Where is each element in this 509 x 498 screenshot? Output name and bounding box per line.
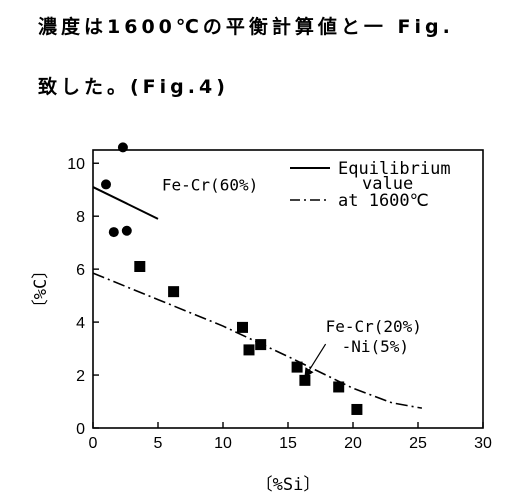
square-data-point	[351, 403, 363, 415]
x-tick-label: 15	[279, 435, 297, 452]
annotation-arrow	[304, 343, 327, 378]
square-data-point	[168, 286, 180, 298]
axis-ticks: 0 5 10 15 20 25 30 0 2 4 6 8 10	[67, 156, 492, 452]
equilibrium-lines	[92, 186, 423, 409]
square-data-point	[291, 361, 303, 373]
y-tick-label: 6	[76, 262, 85, 279]
solid-equilibrium-line	[92, 186, 159, 220]
x-axis-title: 〔%Si〕	[256, 475, 321, 495]
x-tick-label: 5	[154, 435, 163, 452]
data-points	[101, 142, 363, 415]
square-data-point	[333, 381, 345, 393]
y-tick-label: 10	[67, 156, 85, 173]
x-tick-label: 0	[89, 435, 98, 452]
x-tick-label: 30	[474, 435, 492, 452]
annotation-fe-cr-60: Fe-Cr(60%)	[162, 175, 258, 194]
y-tick-label: 0	[76, 421, 85, 438]
circle-data-point	[121, 225, 132, 236]
y-tick-label: 2	[76, 368, 85, 385]
x-tick-label: 20	[344, 435, 362, 452]
legend-label-temperature: at 1600℃	[338, 191, 429, 211]
annotation-fe-cr-20-line1: Fe-Cr(20%)	[326, 317, 422, 336]
x-tick-label: 10	[214, 435, 232, 452]
body-text-line-1: 濃度は1600℃の平衡計算値と一 Fig.	[38, 16, 454, 38]
square-data-point	[299, 374, 311, 386]
square-data-point	[237, 321, 248, 333]
y-tick-label: 8	[76, 209, 85, 226]
body-text-line-2: 致した。(Fig.4)	[38, 76, 229, 98]
y-axis-title: 〔%C〕	[31, 262, 51, 316]
y-tick-label: 4	[76, 315, 85, 332]
legend-label-value: value	[362, 174, 413, 194]
circle-data-point	[108, 227, 119, 238]
square-data-point	[255, 339, 267, 351]
square-data-point	[243, 344, 255, 356]
annotation-fe-cr-20-line2: -Ni(5%)	[342, 337, 409, 356]
circle-data-point	[101, 179, 111, 190]
x-tick-label: 25	[409, 435, 427, 452]
legend-label-equilibrium: Equilibrium	[338, 159, 451, 179]
annotations: Fe-Cr(60%) Fe-Cr(20%)-Ni(5%)	[162, 175, 422, 378]
dash-dot-equilibrium-line	[92, 272, 423, 409]
circle-data-point	[117, 142, 128, 153]
square-data-point	[134, 260, 146, 272]
